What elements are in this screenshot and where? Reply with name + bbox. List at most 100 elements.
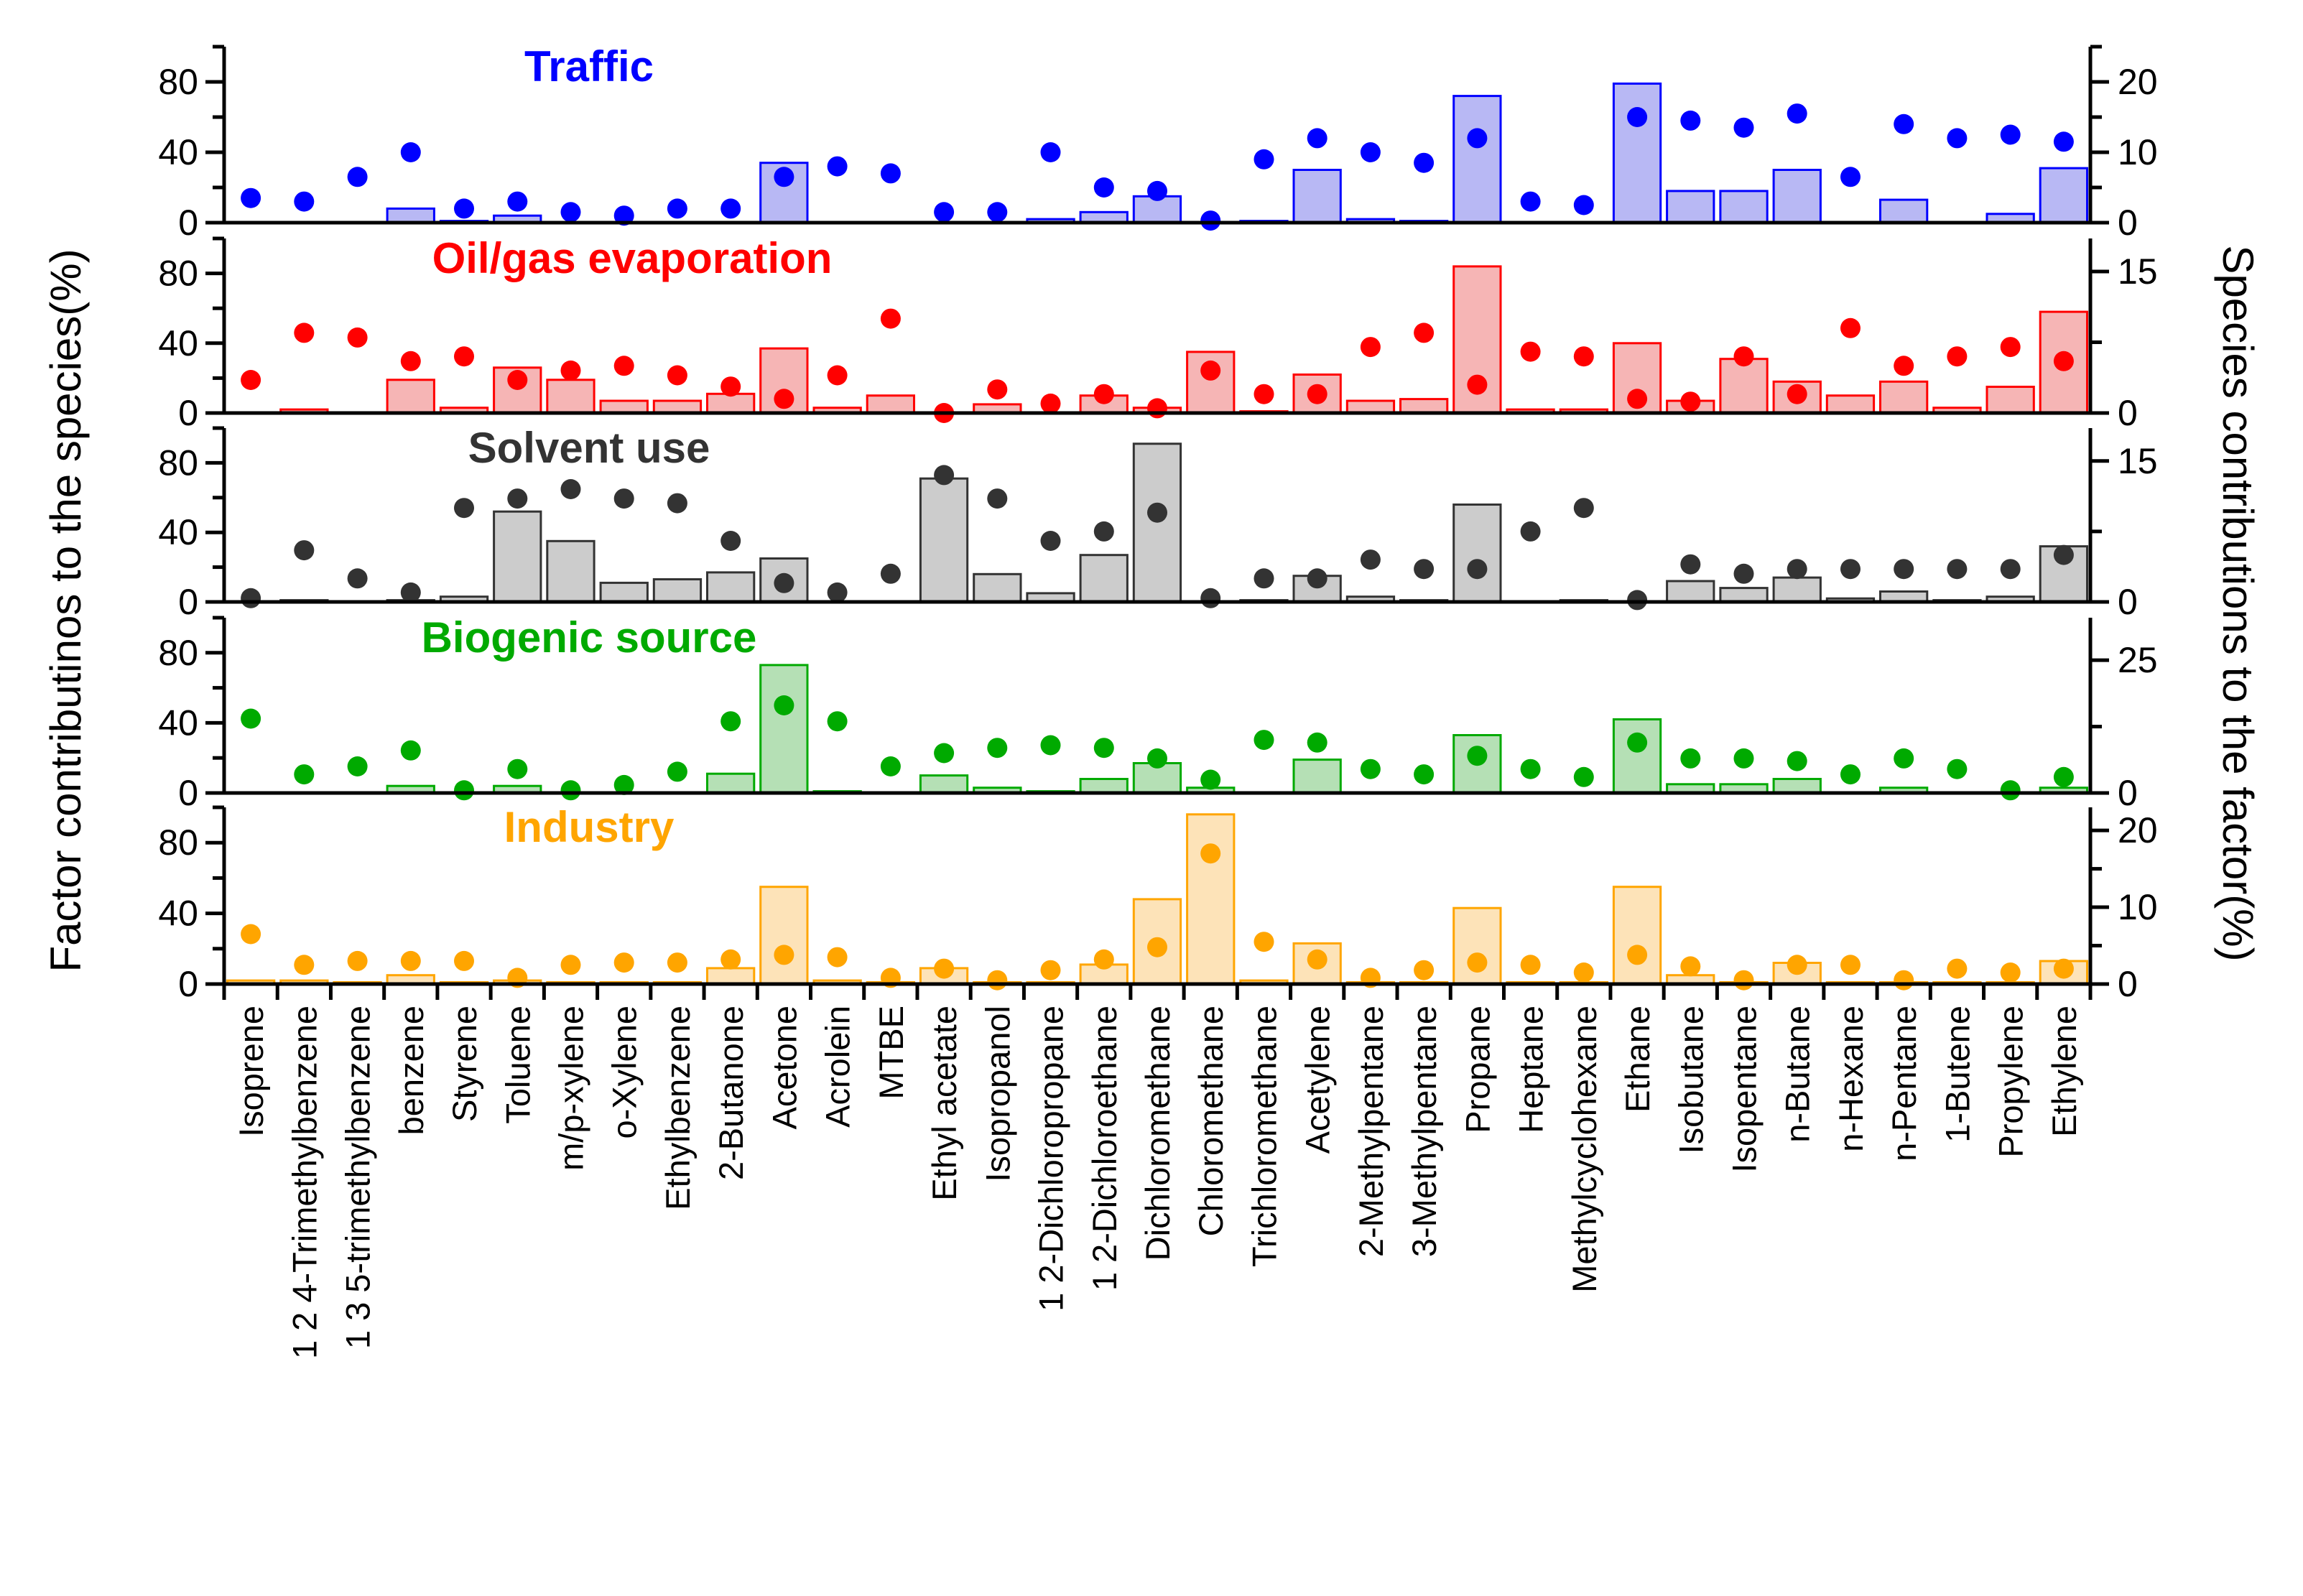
dot	[1040, 142, 1061, 162]
dot	[1200, 360, 1221, 381]
category-label: MTBE	[872, 1006, 910, 1100]
dot	[720, 198, 741, 219]
dot	[2053, 131, 2074, 152]
dot	[1733, 346, 1754, 367]
category-label: Acetone	[765, 1006, 803, 1129]
category-label: Isobutane	[1672, 1006, 1710, 1154]
dot	[1414, 559, 1435, 580]
bar	[1612, 886, 1662, 985]
category-label: n-Pentane	[1885, 1006, 1923, 1161]
dot	[1093, 521, 1114, 542]
y-tick-label-right: 0	[2118, 203, 2138, 243]
dot	[1947, 346, 1968, 367]
dot	[454, 346, 474, 367]
category-label: Dichloromethane	[1139, 1006, 1177, 1261]
dot	[294, 764, 315, 785]
dot	[987, 379, 1008, 400]
dot	[1840, 167, 1861, 187]
dot	[1254, 149, 1274, 170]
bar	[1345, 399, 1396, 414]
y-tick-label-left: 40	[158, 512, 198, 552]
bar	[1666, 190, 1715, 224]
dot	[1200, 843, 1221, 864]
dot	[613, 952, 634, 973]
dot	[2000, 124, 2021, 145]
dot	[1360, 337, 1381, 358]
category-label: Propane	[1458, 1006, 1496, 1133]
category-label: Chloromethane	[1192, 1006, 1230, 1236]
category-label: 1 2-Dichloropropane	[1032, 1006, 1070, 1312]
y-tick-label-left: 0	[178, 582, 198, 622]
category-label: Styrene	[445, 1006, 483, 1122]
bar	[546, 539, 596, 603]
category-label: 2-Methylpentane	[1352, 1006, 1390, 1257]
category-label: Acrolein	[819, 1006, 857, 1128]
dot	[347, 327, 368, 348]
dot	[934, 958, 955, 979]
dot	[667, 952, 687, 973]
dot	[1627, 945, 1648, 965]
bar	[493, 510, 542, 603]
bar	[1612, 718, 1662, 794]
dot	[1040, 735, 1061, 756]
bar	[866, 394, 915, 414]
dot	[1467, 128, 1488, 149]
dot	[1947, 758, 1968, 779]
dot	[1733, 117, 1754, 138]
dot	[294, 955, 315, 975]
category-label: o-Xylene	[606, 1006, 644, 1139]
bar	[1985, 386, 2035, 414]
dot	[827, 365, 848, 386]
dot	[1894, 356, 1914, 376]
dot	[987, 970, 1008, 990]
bar	[706, 571, 756, 603]
category-label: n-Hexane	[1832, 1006, 1870, 1152]
dot	[934, 202, 955, 223]
category-label: Isoprene	[232, 1006, 270, 1137]
dot	[1947, 559, 1968, 580]
dot	[1254, 932, 1274, 952]
dot	[294, 323, 315, 343]
category-labels: Isoprene 1 2 4-Trimethylbenzene 1 3 5-trim…	[232, 1006, 2083, 1359]
dot	[1467, 559, 1488, 580]
dot	[1840, 764, 1861, 785]
dot	[454, 498, 474, 519]
dot	[1733, 563, 1754, 584]
dot	[560, 955, 581, 975]
dot	[1093, 738, 1114, 758]
dot	[1360, 549, 1381, 570]
dot	[1840, 317, 1861, 338]
dot	[1947, 958, 1968, 979]
dot	[987, 202, 1008, 223]
category-label: Ethylbenzene	[659, 1006, 697, 1210]
y-tick-label-left: 80	[158, 442, 198, 483]
bar	[546, 379, 596, 414]
category-label: Isopentane	[1725, 1006, 1764, 1173]
dot	[880, 563, 901, 584]
dot	[1787, 559, 1807, 580]
dot	[1467, 374, 1488, 395]
dot	[1147, 748, 1167, 769]
dot	[827, 156, 848, 177]
dot	[347, 756, 368, 776]
dot	[1414, 152, 1435, 173]
dot	[720, 711, 741, 732]
y-tick-label-left: 80	[158, 633, 198, 673]
dot	[987, 738, 1008, 758]
dot	[934, 465, 955, 486]
bar	[1879, 380, 1929, 414]
dot	[667, 761, 687, 782]
y-tick-label-left: 40	[158, 702, 198, 743]
panel-title: Biogenic source	[422, 613, 757, 662]
dot	[2000, 337, 2021, 358]
dot	[1680, 391, 1701, 412]
panel-4: 0 40 80 0 10 20 Industry	[158, 803, 2157, 1004]
y-tick-label-right: 0	[2118, 393, 2138, 433]
bar	[1452, 906, 1502, 985]
dot	[613, 356, 634, 376]
bar	[1452, 95, 1502, 224]
dot	[880, 756, 901, 776]
category-label: benzene	[392, 1006, 430, 1135]
dot	[347, 167, 368, 187]
bar	[599, 581, 649, 603]
